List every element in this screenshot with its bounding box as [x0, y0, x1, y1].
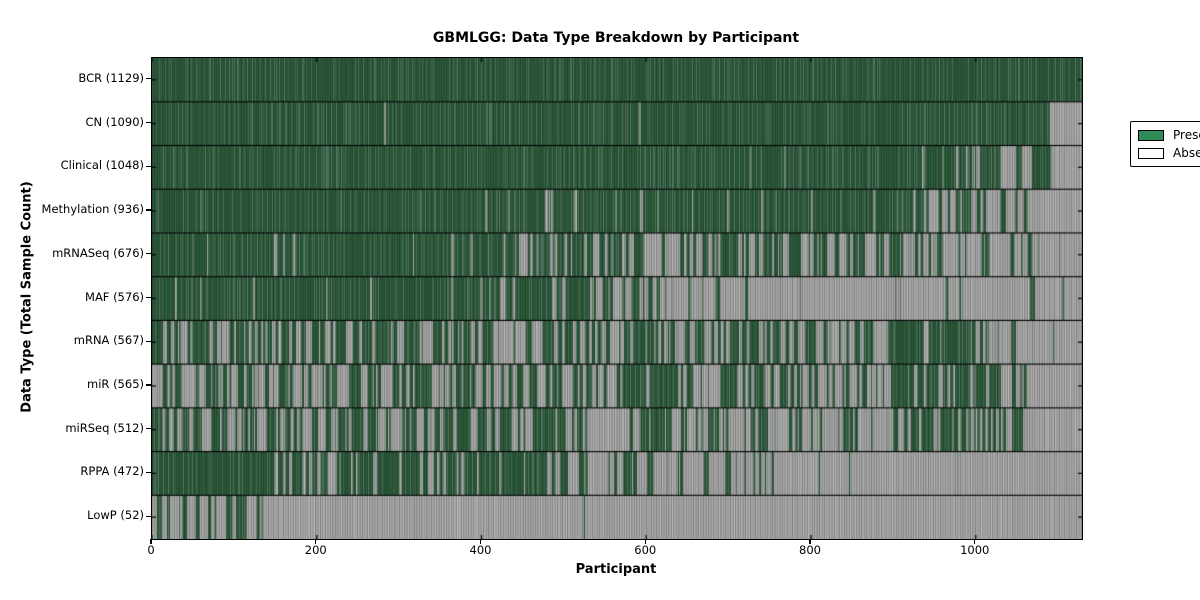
y-tick-label-mRNA: mRNA (567): [73, 333, 144, 348]
legend: Present Absent: [1130, 121, 1200, 167]
x-tick-label-0: 0: [147, 543, 155, 557]
y-tick-mark: [146, 165, 151, 167]
legend-swatch-present: [1138, 129, 1164, 141]
x-tick-label-1000: 1000: [960, 543, 990, 557]
y-tick-label-miR: miR (565): [87, 376, 144, 391]
x-tick-label-400: 400: [469, 543, 492, 557]
legend-item-present: Present: [1138, 126, 1200, 144]
y-tick-label-RPPA: RPPA (472): [80, 464, 144, 479]
y-tick-mark: [146, 296, 151, 299]
x-tick-mark: [479, 539, 482, 544]
x-tick-mark: [644, 539, 646, 544]
x-tick-mark: [315, 539, 317, 544]
y-tick-label-BCR: BCR (1129): [78, 70, 144, 85]
y-tick-label-miRSeq: miRSeq (512): [65, 420, 144, 435]
y-tick-mark: [146, 515, 151, 517]
y-tick-label-LowP: LowP (52): [87, 508, 144, 523]
y-tick-mark: [146, 340, 151, 342]
x-tick-label-600: 600: [634, 543, 657, 557]
x-tick-mark: [974, 539, 976, 544]
plot-area: Present Absent: [151, 57, 1200, 540]
y-tick-label-CN: CN (1090): [85, 114, 144, 129]
legend-label: Absent: [1173, 146, 1200, 160]
y-tick-mark: [146, 471, 151, 473]
legend-label: Present: [1173, 128, 1200, 142]
x-tick-mark: [809, 539, 811, 544]
chart-title: GBMLGG: Data Type Breakdown by Participa…: [432, 30, 800, 46]
legend-swatch-absent: [1138, 147, 1164, 159]
legend-item-absent: Absent: [1138, 144, 1200, 162]
y-tick-label-Clinical: Clinical (1048): [60, 158, 144, 173]
y-tick-mark: [146, 78, 151, 80]
x-tick-mark: [150, 539, 152, 544]
y-tick-label-MAF: MAF (576): [85, 289, 144, 304]
y-tick-mark: [146, 209, 151, 211]
y-tick-mark: [146, 384, 151, 386]
y-tick-mark: [146, 121, 151, 124]
y-tick-mark: [146, 253, 151, 255]
y-tick-label-Methylation: Methylation (936): [41, 202, 144, 217]
x-tick-label-800: 800: [799, 543, 821, 557]
presence-matrix-canvas: [152, 58, 1082, 539]
y-tick-mark: [146, 428, 151, 430]
y-tick-label-mRNASeq: mRNASeq (676): [52, 245, 144, 260]
x-axis-label: Participant: [575, 562, 657, 577]
x-tick-label-200: 200: [304, 543, 327, 557]
